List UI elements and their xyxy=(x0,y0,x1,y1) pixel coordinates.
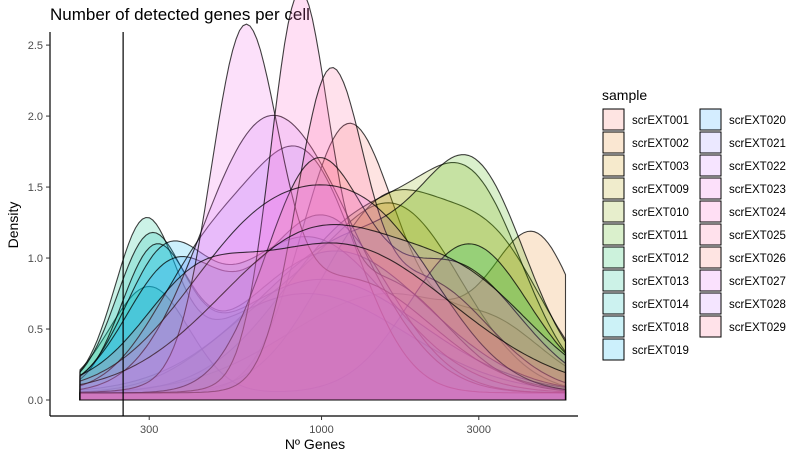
legend-swatch xyxy=(602,292,625,315)
x-tick-label: 300 xyxy=(140,424,158,436)
legend: sample scrEXT001 scrEXT002 scrEXT003 scrEXT… xyxy=(602,87,786,361)
legend-label: scrEXT025 xyxy=(729,230,786,242)
density-area-scrEXT025 xyxy=(79,67,567,401)
legend-swatch xyxy=(699,292,722,315)
legend-swatch xyxy=(602,200,625,223)
legend-label: scrEXT028 xyxy=(729,299,786,311)
y-tick-label: 1.0 xyxy=(28,253,43,265)
legend-item-scrEXT028: scrEXT028 xyxy=(699,292,786,315)
legend-label: scrEXT002 xyxy=(632,138,689,150)
legend-label: scrEXT012 xyxy=(632,253,689,265)
legend-label: scrEXT024 xyxy=(729,207,786,219)
density-area-scrEXT020 xyxy=(79,214,567,401)
legend-label: scrEXT021 xyxy=(729,138,786,150)
density-area-scrEXT029 xyxy=(79,242,567,401)
legend-label: scrEXT029 xyxy=(729,322,786,334)
legend-item-scrEXT025: scrEXT025 xyxy=(699,223,786,246)
legend-label: scrEXT009 xyxy=(632,184,689,196)
legend-item-scrEXT003: scrEXT003 xyxy=(602,154,689,177)
legend-swatch xyxy=(699,131,722,154)
legend-item-scrEXT011: scrEXT011 xyxy=(602,223,688,246)
legend-label: scrEXT011 xyxy=(632,230,688,242)
legend-swatch xyxy=(699,108,722,131)
chart-title: Number of detected genes per cell xyxy=(50,5,310,24)
density-area-scrEXT022 xyxy=(79,114,567,401)
legend-swatch xyxy=(699,200,722,223)
legend-swatch xyxy=(699,246,722,269)
legend-label: scrEXT014 xyxy=(632,299,689,311)
legend-swatch xyxy=(602,131,625,154)
legend-item-scrEXT021: scrEXT021 xyxy=(699,131,786,154)
legend-swatch xyxy=(602,154,625,177)
legend-title: sample xyxy=(602,87,647,103)
legend-item-scrEXT026: scrEXT026 xyxy=(699,246,786,269)
legend-swatch xyxy=(602,177,625,200)
legend-label: scrEXT001 xyxy=(632,115,689,127)
legend-item-scrEXT019: scrEXT019 xyxy=(602,338,689,361)
density-area-scrEXT013 xyxy=(79,216,567,401)
legend-item-scrEXT002: scrEXT002 xyxy=(602,131,689,154)
legend-swatch xyxy=(699,177,722,200)
legend-item-scrEXT018: scrEXT018 xyxy=(602,315,689,338)
legend-item-scrEXT024: scrEXT024 xyxy=(699,200,786,223)
axes: 0.0 0.5 1.0 1.5 2.0 2.5 300 1000 3000 xyxy=(28,32,578,436)
legend-item-scrEXT027: scrEXT027 xyxy=(699,269,786,292)
legend-item-scrEXT001: scrEXT001 xyxy=(602,108,689,131)
legend-swatch xyxy=(699,315,722,338)
y-tick-label: 0.0 xyxy=(28,395,43,407)
y-tick-label: 0.5 xyxy=(28,324,43,336)
density-areas xyxy=(79,0,567,401)
y-tick-label: 2.5 xyxy=(28,40,43,52)
y-tick-label: 2.0 xyxy=(28,111,43,123)
legend-item-scrEXT014: scrEXT014 xyxy=(602,292,689,315)
legend-item-scrEXT012: scrEXT012 xyxy=(602,246,689,269)
y-axis-title: Density xyxy=(5,202,21,249)
legend-swatch xyxy=(699,269,722,292)
density-area-scrEXT023 xyxy=(79,23,567,401)
density-area-scrEXT021 xyxy=(79,145,567,401)
legend-label: scrEXT022 xyxy=(729,161,786,173)
legend-swatch xyxy=(602,338,625,361)
legend-item-scrEXT010: scrEXT010 xyxy=(602,200,689,223)
legend-label: scrEXT020 xyxy=(729,115,786,127)
legend-item-scrEXT029: scrEXT029 xyxy=(699,315,786,338)
density-area-scrEXT019 xyxy=(79,236,567,401)
legend-swatch xyxy=(699,223,722,246)
y-tick-label: 1.5 xyxy=(28,182,43,194)
x-axis-title: Nº Genes xyxy=(285,436,345,452)
density-area-scrEXT027 xyxy=(79,184,567,401)
legend-item-scrEXT013: scrEXT013 xyxy=(602,269,689,292)
x-tick-label: 3000 xyxy=(467,424,491,436)
legend-item-scrEXT020: scrEXT020 xyxy=(699,108,786,131)
legend-swatch xyxy=(602,223,625,246)
density-area-scrEXT028 xyxy=(79,224,567,401)
legend-item-scrEXT023: scrEXT023 xyxy=(699,177,786,200)
legend-label: scrEXT018 xyxy=(632,322,689,334)
legend-label: scrEXT019 xyxy=(632,345,689,357)
legend-swatch xyxy=(699,154,722,177)
legend-label: scrEXT010 xyxy=(632,207,689,219)
legend-label: scrEXT026 xyxy=(729,253,786,265)
legend-label: scrEXT013 xyxy=(632,276,689,288)
legend-label: scrEXT027 xyxy=(729,276,786,288)
density-area-scrEXT003 xyxy=(79,202,567,401)
legend-swatch xyxy=(602,108,625,131)
legend-label: scrEXT003 xyxy=(632,161,689,173)
legend-item-scrEXT022: scrEXT022 xyxy=(699,154,786,177)
legend-swatch xyxy=(602,269,625,292)
density-area-scrEXT014 xyxy=(79,231,567,401)
density-area-scrEXT026 xyxy=(79,156,567,401)
x-tick-label: 1000 xyxy=(309,424,333,436)
legend-item-scrEXT009: scrEXT009 xyxy=(602,177,689,200)
legend-swatch xyxy=(602,315,625,338)
legend-label: scrEXT023 xyxy=(729,184,786,196)
legend-swatch xyxy=(602,246,625,269)
